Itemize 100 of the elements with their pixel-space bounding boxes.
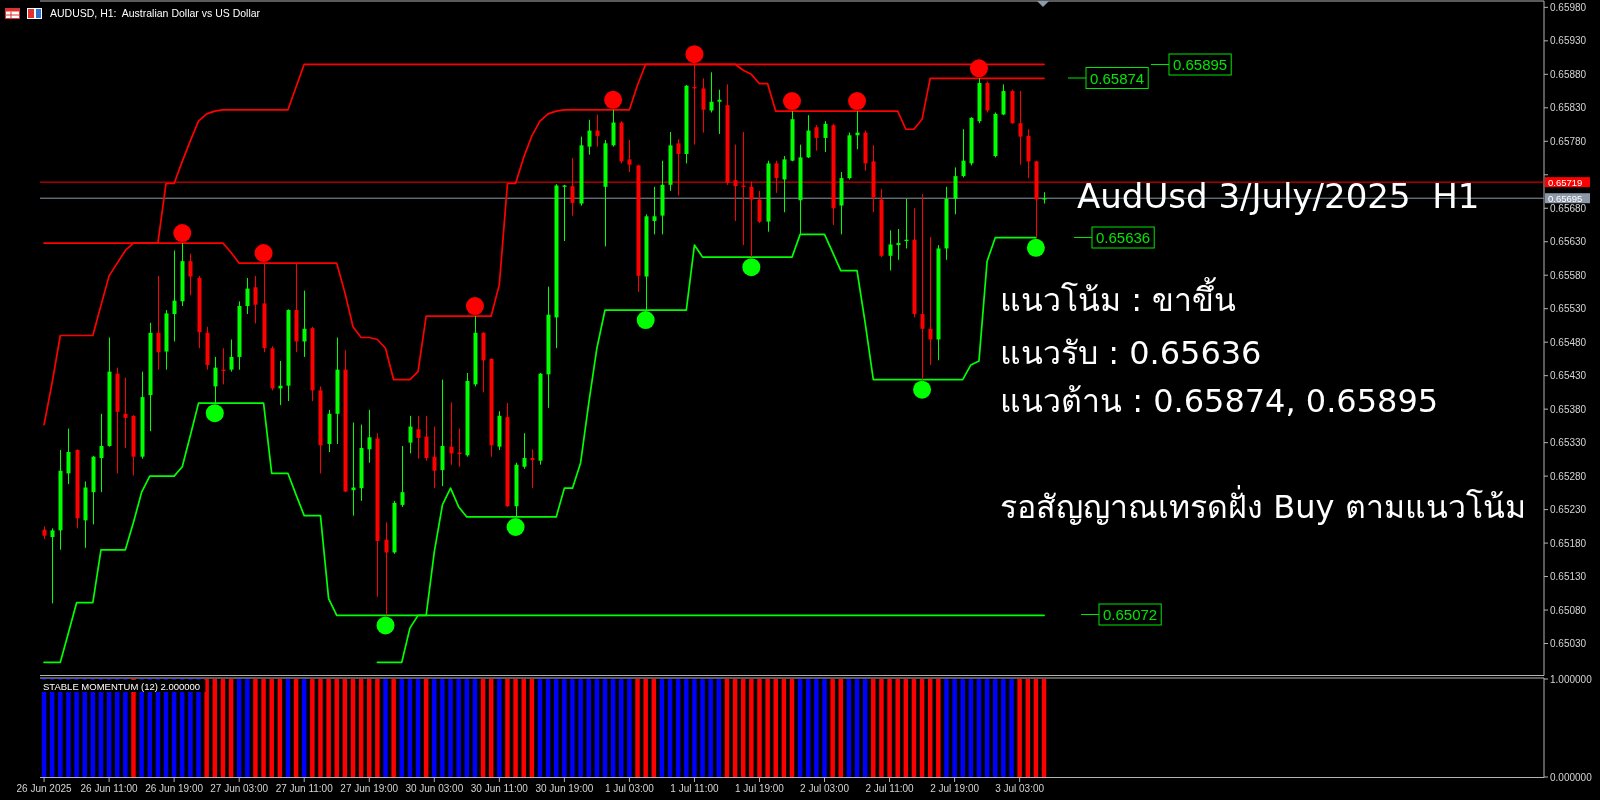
candlestick xyxy=(757,190,762,224)
y-tick-label: 0.65880 xyxy=(1550,68,1587,80)
point xyxy=(173,224,192,243)
y-tick-label: 0.65030 xyxy=(1550,638,1587,650)
candlestick xyxy=(156,275,161,371)
x-tick-label: 1 Jul 03:00 xyxy=(604,783,655,794)
point xyxy=(969,59,988,78)
point xyxy=(506,518,525,537)
x-tick-label: 27 Jun 19:00 xyxy=(340,783,399,794)
x-tick-label: 1 Jul 11:00 xyxy=(670,783,719,794)
candlestick xyxy=(717,89,722,135)
candlestick xyxy=(400,445,405,508)
y-tick-label: 0.65780 xyxy=(1550,135,1587,147)
x-tick-label: 30 Jun 03:00 xyxy=(405,783,464,794)
annotation: แนวต้าน : 0.65874, 0.65895 xyxy=(1000,382,1439,420)
text: AUDUSD, H1: Australian Dollar vs US Dollar xyxy=(50,7,261,19)
y-tick-label: 0.65380 xyxy=(1550,403,1587,415)
point xyxy=(465,297,484,316)
y-tick-label: 0.65180 xyxy=(1550,537,1587,549)
y-tick-label: 0.65230 xyxy=(1550,504,1587,516)
candlestick xyxy=(50,527,55,604)
x-tick-label: 2 Jul 11:00 xyxy=(865,783,915,794)
candlestick xyxy=(229,339,234,373)
candlestick xyxy=(416,415,421,460)
ref-line-label: 0.65695 xyxy=(1548,192,1583,204)
x-tick-label: 1 Jul 19:00 xyxy=(735,783,785,794)
y-tick-label: 0.65530 xyxy=(1550,303,1587,315)
x-tick-label: 27 Jun 03:00 xyxy=(210,783,269,794)
annotation: แนวโน้ม : ขาขึ้น xyxy=(1000,277,1237,319)
candlestick xyxy=(408,415,413,454)
point xyxy=(685,45,704,64)
candlestick xyxy=(920,193,925,381)
point xyxy=(1026,238,1045,257)
x-tick-label: 30 Jun 11:00 xyxy=(470,783,529,794)
annotation: 0.65636 xyxy=(1095,229,1151,246)
point xyxy=(636,311,655,330)
candlestick xyxy=(562,184,567,242)
candlestick xyxy=(587,119,592,156)
point xyxy=(848,92,867,111)
candlestick xyxy=(709,71,714,113)
x-tick-label: 2 Jul 19:00 xyxy=(930,783,980,794)
candlestick xyxy=(953,166,958,215)
y-tick-label: 0.65130 xyxy=(1550,571,1587,583)
candlestick xyxy=(701,77,706,134)
y-tick-label: 0.65580 xyxy=(1550,269,1587,281)
candlestick xyxy=(888,229,893,272)
chart-title: STABLE MOMENTUM (12) 2.000000 xyxy=(43,680,201,692)
y-tick-label: 0.65280 xyxy=(1550,470,1587,482)
x-tick-label: 2 Jul 03:00 xyxy=(800,783,850,794)
candlestick xyxy=(351,422,356,517)
point xyxy=(783,92,801,111)
point xyxy=(254,244,273,263)
candlestick xyxy=(188,253,193,296)
candlestick xyxy=(1042,191,1047,205)
y-tick-label: 0.65680 xyxy=(1550,202,1587,214)
point xyxy=(742,258,761,277)
x-tick-label: 26 Jun 11:00 xyxy=(80,783,139,794)
annotation: รอสัญญาณเทรดฝั่ง Buy ตามแนวโน้ม xyxy=(1000,485,1526,526)
x-tick-label: 27 Jun 11:00 xyxy=(275,783,334,794)
candlestick xyxy=(782,155,787,213)
candlestick xyxy=(928,236,933,366)
annotation: แนวรับ : 0.65636 xyxy=(1000,334,1262,372)
annotation: 0.65895 xyxy=(1172,56,1228,73)
candlestick xyxy=(814,124,819,152)
candlestick xyxy=(302,290,307,358)
y-tick-label: 1.000000 xyxy=(1550,673,1593,685)
annotation: AudUsd 3/July/2025 H1 xyxy=(1077,176,1480,216)
candlestick xyxy=(424,415,429,462)
candlestick xyxy=(367,409,372,464)
candlestick xyxy=(522,432,527,470)
candlestick xyxy=(611,109,616,148)
y-tick-label: 0.65430 xyxy=(1550,370,1587,382)
x-tick-label: 3 Jul 03:00 xyxy=(995,783,1045,794)
annotation: 0.65874 xyxy=(1089,69,1145,87)
annotation: 0.65072 xyxy=(1102,606,1158,623)
candlestick xyxy=(384,521,389,616)
x-tick-label: 26 Jun 19:00 xyxy=(145,783,204,794)
point xyxy=(205,404,224,423)
point xyxy=(376,616,395,635)
point xyxy=(604,90,623,109)
point xyxy=(913,380,932,399)
x-tick-label: 26 Jun 2025 xyxy=(16,783,73,794)
candlestick xyxy=(1018,90,1023,166)
candlestick xyxy=(123,377,128,449)
y-tick-label: 0.65980 xyxy=(1550,1,1587,13)
y-tick-label: 0.65330 xyxy=(1550,437,1587,449)
candlestick xyxy=(595,114,600,148)
candlestick xyxy=(1001,83,1006,116)
y-tick-label: 0.65630 xyxy=(1550,236,1587,248)
candlestick xyxy=(652,186,657,235)
y-tick-label: 0.65830 xyxy=(1550,102,1587,114)
x-tick-label: 30 Jun 19:00 xyxy=(535,783,594,794)
candlestick xyxy=(99,413,104,493)
candlestick xyxy=(172,249,177,343)
candlestick xyxy=(530,448,535,489)
candlestick xyxy=(823,120,828,153)
candlestick xyxy=(245,277,250,315)
y-tick-label: 0.65480 xyxy=(1550,336,1587,348)
candlestick xyxy=(896,228,901,261)
candlestick xyxy=(66,428,71,485)
